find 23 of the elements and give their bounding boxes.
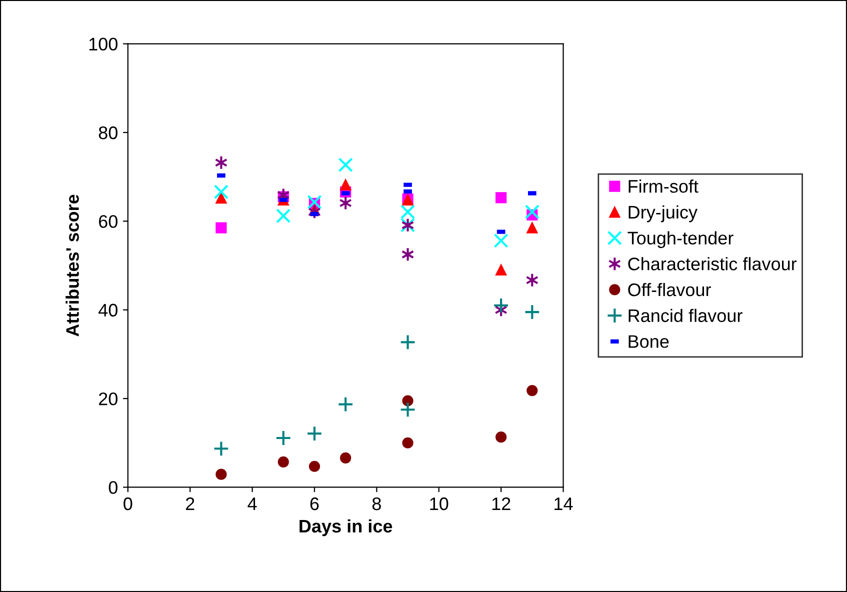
x-axis-title: Days in ice <box>300 519 392 536</box>
x-tick-label: 12 <box>492 497 510 510</box>
legend-label: Bone <box>628 335 669 348</box>
legend-label: Firm-soft <box>628 180 698 193</box>
x-tick-label: 8 <box>372 497 381 510</box>
y-tick-label: 80 <box>98 126 118 140</box>
y-tick-label: 20 <box>99 392 118 406</box>
legend-label: Dry-juicy <box>628 205 698 222</box>
y-tick-label: 40 <box>98 304 118 317</box>
x-tick-label: 10 <box>430 497 448 510</box>
x-tick-label: 14 <box>554 498 573 510</box>
legend-label: Off-flavour <box>628 282 711 296</box>
legend-label: Tough-tender <box>628 231 734 248</box>
x-tick-label: 4 <box>248 498 257 510</box>
legend-label: Rancid flavour <box>628 308 742 322</box>
y-tick-label: 60 <box>99 215 118 228</box>
y-tick-label: 100 <box>89 38 118 51</box>
x-tick-label: 2 <box>186 497 194 510</box>
y-tick-label: 0 <box>108 481 118 494</box>
x-tick-label: 6 <box>310 497 319 510</box>
x-tick-label: 0 <box>124 497 132 510</box>
legend-label: Characteristic flavour <box>628 257 797 270</box>
y-axis-title: Attributes' score <box>66 194 79 336</box>
